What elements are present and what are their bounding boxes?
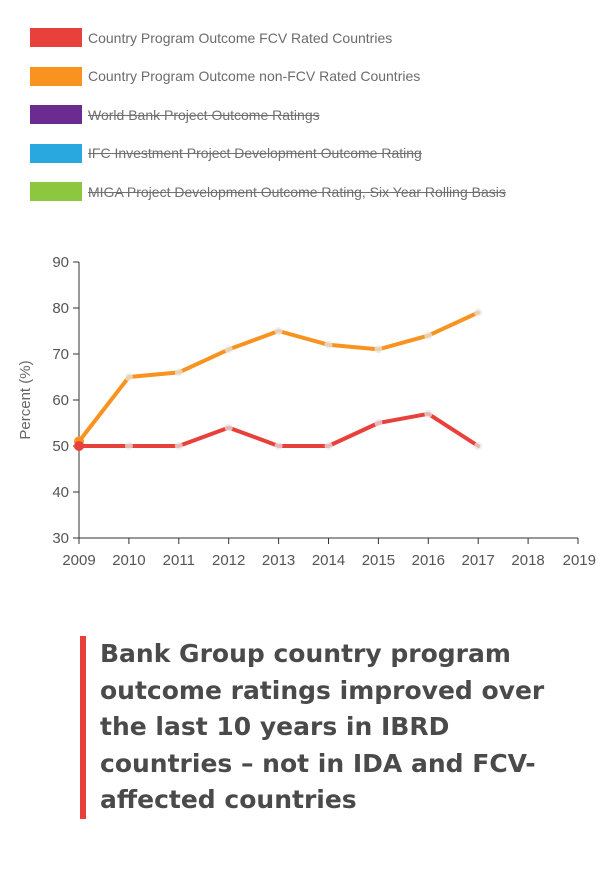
y-tick-label: 80 <box>52 300 69 317</box>
x-tick-label: 2010 <box>112 552 145 569</box>
data-point <box>424 331 433 340</box>
data-point <box>274 327 283 335</box>
legend-item[interactable]: IFC Investment Project Development Outco… <box>30 143 506 163</box>
data-point <box>224 423 233 432</box>
callout-box: Bank Group country program outcome ratin… <box>80 636 570 819</box>
x-tick-label: 2017 <box>462 552 495 569</box>
series-start-marker <box>74 441 84 451</box>
legend-item[interactable]: Country Program Outcome non-FCV Rated Co… <box>30 66 506 86</box>
x-tick-label: 2012 <box>212 552 245 569</box>
legend-item[interactable]: World Bank Project Outcome Ratings <box>30 105 506 124</box>
y-tick-label: 90 <box>52 254 69 271</box>
data-point <box>324 442 333 450</box>
y-tick-label: 50 <box>52 438 69 455</box>
legend-label: IFC Investment Project Development Outco… <box>88 145 422 161</box>
data-point <box>124 442 133 450</box>
x-tick-label: 2016 <box>412 552 445 569</box>
data-point <box>474 442 483 450</box>
legend-swatch <box>30 28 82 47</box>
y-tick-label: 60 <box>52 392 69 409</box>
data-point <box>124 373 133 381</box>
legend-item[interactable]: Country Program Outcome FCV Rated Countr… <box>30 28 506 47</box>
legend-swatch <box>30 143 82 163</box>
data-point <box>224 345 233 354</box>
line-chart: 30 40 50 60 70 80 90 2009 2010 2011 2012 2013 2014 20… <box>17 254 596 569</box>
data-point <box>274 442 283 450</box>
series-line <box>77 411 481 448</box>
data-point <box>374 345 383 354</box>
legend-label: Country Program Outcome FCV Rated Countr… <box>88 29 393 46</box>
x-tick-label: 2014 <box>312 552 345 569</box>
legend-swatch <box>30 66 82 86</box>
y-axis-label: Percent (%) <box>17 360 34 439</box>
x-tick-label: 2015 <box>362 552 395 569</box>
legend-item[interactable]: MIGA Project Development Outcome Rating,… <box>30 182 506 201</box>
callout-text: Bank Group country program outcome ratin… <box>100 639 545 814</box>
data-point <box>174 442 183 450</box>
legend-swatch <box>30 182 82 201</box>
x-tick-label: 2009 <box>62 552 95 569</box>
x-tick-label: 2011 <box>163 552 195 569</box>
y-tick-label: 70 <box>52 346 69 363</box>
legend-swatch <box>30 105 82 124</box>
legend-label: MIGA Project Development Outcome Rating,… <box>88 183 506 200</box>
data-point <box>374 419 383 427</box>
y-tick-label: 30 <box>52 530 69 547</box>
legend-label: World Bank Project Outcome Ratings <box>88 106 320 123</box>
data-point <box>474 308 483 317</box>
data-point <box>174 368 183 377</box>
legend-label: Country Program Outcome non-FCV Rated Co… <box>88 68 421 84</box>
data-point <box>324 340 333 349</box>
x-tick-label: 2018 <box>511 552 544 569</box>
y-tick-label: 40 <box>52 484 69 501</box>
x-tick-label: 2019 <box>563 552 596 569</box>
data-point <box>424 409 433 418</box>
x-tick-label: 2013 <box>262 552 295 569</box>
chart-legend: Country Program Outcome FCV Rated Countr… <box>30 28 506 221</box>
